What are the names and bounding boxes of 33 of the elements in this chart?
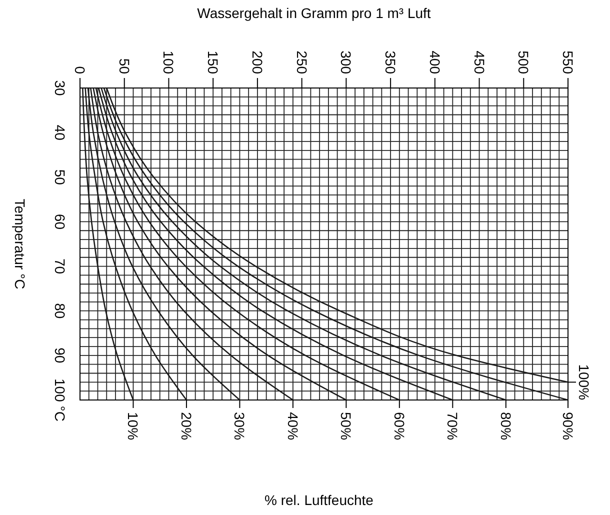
x-tick-label: 350 <box>382 50 399 74</box>
x-tick-label: 400 <box>426 50 443 74</box>
y-tick-label: 60 <box>52 214 68 230</box>
text: 100% <box>576 364 592 400</box>
x-tick-label: 300 <box>338 50 354 74</box>
x-tick-label: 150 <box>205 50 222 74</box>
x-tick-label: 500 <box>516 50 532 74</box>
text: 20% <box>178 412 194 440</box>
text: 10% <box>125 412 142 440</box>
text: 80% <box>498 412 514 440</box>
y-tick-label: 80 <box>52 303 68 319</box>
x-tick-label: 0 <box>72 66 88 74</box>
x-tick-label: 550 <box>560 50 576 74</box>
x-tick-label: 250 <box>294 50 310 74</box>
y-tick-label: 70 <box>52 258 68 274</box>
text: 90% <box>560 412 576 440</box>
x-tick-label: 450 <box>471 50 488 74</box>
text: 40% <box>284 412 301 440</box>
y-tick-label: 50 <box>52 169 68 186</box>
x-axis-title: Wassergehalt in Gramm pro 1 m³ Luft <box>197 5 431 21</box>
text: 30% <box>232 412 248 440</box>
x-tick-label: 100 <box>160 50 177 74</box>
text: 60% <box>391 412 408 440</box>
y-tick-label: 90 <box>52 348 68 364</box>
y-axis-title: Temperatur °C <box>12 198 28 290</box>
y-tick-label: 30 <box>52 80 68 96</box>
text: 50% <box>338 412 354 440</box>
legend-title: % rel. Luftfeuchte <box>264 492 374 508</box>
x-tick-label: 200 <box>249 50 266 74</box>
y-tick-label: 40 <box>52 124 68 141</box>
x-tick-label: 50 <box>116 58 132 74</box>
text: 70% <box>444 412 461 440</box>
y-tick-label: 100 °C <box>52 378 68 422</box>
